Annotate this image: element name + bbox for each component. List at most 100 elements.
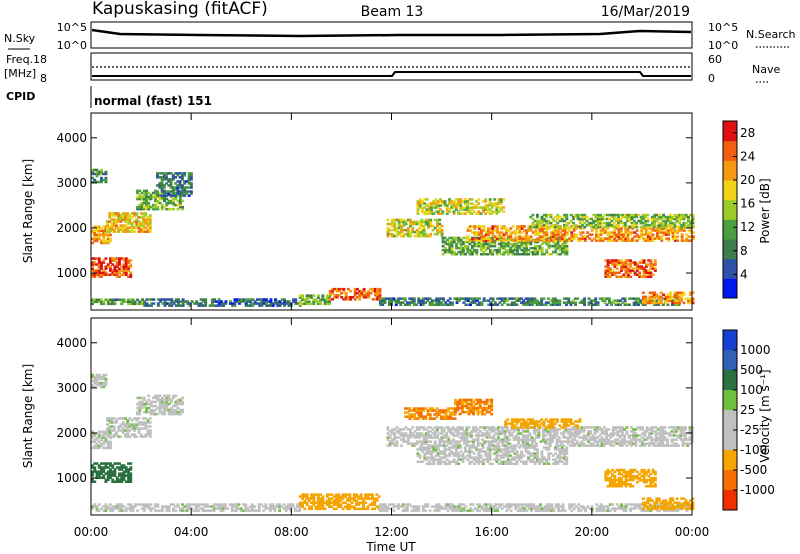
heatmap-cell [110, 421, 114, 424]
heatmap-cell [488, 250, 492, 254]
heatmap-cell [646, 301, 650, 305]
heatmap-cell [551, 299, 555, 302]
heatmap-cell [219, 505, 223, 508]
heatmap-cell [409, 222, 412, 226]
heatmap-cell [476, 432, 480, 435]
heatmap-cell [167, 199, 171, 203]
heatmap-cell [545, 239, 549, 242]
heatmap-cell [97, 430, 101, 433]
heatmap-cell [617, 229, 621, 232]
heatmap-cell [303, 499, 307, 502]
heatmap-cell [644, 269, 648, 272]
heatmap-cell [599, 223, 602, 227]
heatmap-cell [106, 417, 109, 420]
heatmap-cell [409, 430, 412, 433]
heatmap-cell [517, 428, 521, 431]
heatmap-cell [556, 303, 559, 306]
heatmap-cell [459, 238, 463, 242]
heatmap-cell [490, 210, 494, 213]
heatmap-cell [491, 303, 495, 306]
heatmap-cell [566, 440, 570, 443]
heatmap-cell [652, 303, 656, 306]
heatmap-cell [217, 505, 221, 508]
heatmap-cell [450, 200, 454, 203]
heatmap-cell [621, 297, 625, 300]
heatmap-cell [239, 509, 243, 512]
heatmap-cell [128, 425, 132, 428]
heatmap-cell [113, 462, 117, 465]
heatmap-cell [463, 432, 466, 435]
heatmap-cell [499, 440, 503, 443]
heatmap-cell [586, 235, 589, 238]
heatmap-cell [167, 505, 171, 508]
y-tick-label: 1000 [56, 266, 87, 280]
heatmap-cell [154, 505, 157, 508]
heatmap-cell [163, 402, 166, 406]
heatmap-cell [631, 503, 635, 506]
heatmap-cell [687, 297, 690, 301]
heatmap-cell [117, 220, 121, 223]
heatmap-cell [631, 239, 634, 242]
heatmap-cell [499, 208, 503, 211]
heatmap-cell [325, 495, 329, 498]
heatmap-cell [341, 493, 345, 496]
heatmap-cell [95, 381, 99, 385]
heatmap-cell [260, 298, 264, 301]
heatmap-cell [393, 222, 397, 226]
heatmap-cell [102, 229, 106, 232]
heatmap-cell [489, 229, 493, 232]
heatmap-cell [224, 505, 227, 508]
heatmap-cell [547, 253, 551, 256]
heatmap-cell [109, 273, 112, 276]
heatmap-cell [402, 440, 406, 443]
heatmap-cell [298, 302, 302, 306]
heatmap-cell [493, 237, 497, 240]
heatmap-cell [235, 298, 239, 301]
heatmap-cell [422, 234, 426, 238]
heatmap-cell [563, 509, 567, 512]
heatmap-cell [563, 213, 566, 217]
heatmap-cell [95, 446, 99, 450]
heatmap-cell [537, 436, 541, 439]
heatmap-cell [102, 239, 106, 243]
heatmap-cell [615, 503, 619, 506]
heatmap-cell [673, 299, 677, 303]
heatmap-cell [376, 294, 380, 297]
heatmap-cell [91, 472, 94, 475]
heatmap-cell [418, 226, 421, 230]
heatmap-cell [484, 198, 488, 201]
heatmap-cell [647, 269, 651, 272]
heatmap-cell [106, 423, 109, 426]
heatmap-cell [163, 304, 167, 307]
heatmap-cell [521, 505, 524, 508]
heatmap-cell [563, 240, 567, 244]
heatmap-cell [122, 470, 126, 473]
heatmap-cell [594, 219, 598, 223]
heatmap-cell [93, 235, 97, 239]
heatmap-cell [133, 417, 136, 420]
heatmap-cell [233, 302, 237, 305]
heatmap-cell [402, 218, 406, 222]
heatmap-cell [187, 180, 191, 183]
heatmap-cell [122, 298, 126, 301]
heatmap-cell [464, 236, 467, 240]
heatmap-cell [648, 223, 652, 227]
heatmap-cell [554, 242, 558, 246]
heatmap-cell [97, 509, 101, 512]
heatmap-cell [411, 228, 415, 232]
heatmap-cell [635, 263, 639, 266]
heatmap-cell [269, 304, 273, 307]
heatmap-cell [393, 224, 397, 228]
heatmap-cell [667, 229, 671, 232]
heatmap-cell [378, 289, 382, 293]
heatmap-cell [526, 444, 530, 447]
heatmap-cell [635, 233, 639, 236]
heatmap-cell [401, 505, 405, 508]
heatmap-cell [561, 227, 565, 230]
heatmap-cell [176, 172, 180, 175]
heatmap-cell [104, 225, 108, 228]
heatmap-cell [278, 503, 281, 506]
heatmap-cell [516, 244, 519, 248]
heatmap-cell [420, 228, 424, 232]
heatmap-cell [269, 505, 272, 508]
